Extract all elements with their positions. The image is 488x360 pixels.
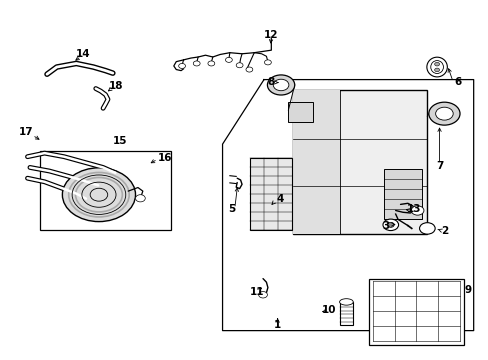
Text: 16: 16 <box>158 153 172 163</box>
Circle shape <box>382 219 398 230</box>
Circle shape <box>193 61 200 66</box>
Bar <box>293 90 340 234</box>
Circle shape <box>434 68 439 72</box>
Circle shape <box>435 107 452 120</box>
Circle shape <box>264 60 271 65</box>
Ellipse shape <box>426 57 447 77</box>
Bar <box>250 158 291 230</box>
Text: 10: 10 <box>321 305 335 315</box>
Text: 9: 9 <box>463 285 470 296</box>
Bar <box>368 279 463 345</box>
Text: 7: 7 <box>435 161 442 171</box>
Text: 15: 15 <box>113 136 127 145</box>
Text: 13: 13 <box>406 204 421 215</box>
Ellipse shape <box>339 299 352 305</box>
Ellipse shape <box>430 60 443 73</box>
Bar <box>40 151 171 230</box>
Circle shape <box>258 292 267 298</box>
Circle shape <box>207 61 214 66</box>
Circle shape <box>62 168 135 222</box>
Ellipse shape <box>419 223 434 234</box>
Text: 6: 6 <box>453 77 461 87</box>
Bar <box>384 169 421 220</box>
Text: 5: 5 <box>227 204 234 215</box>
Text: 14: 14 <box>76 49 91 59</box>
Circle shape <box>135 195 145 202</box>
Text: 2: 2 <box>440 226 447 236</box>
Circle shape <box>245 67 252 72</box>
Circle shape <box>273 79 288 91</box>
Circle shape <box>225 57 232 62</box>
Bar <box>293 90 427 234</box>
Circle shape <box>178 63 185 68</box>
Text: 1: 1 <box>273 320 281 329</box>
Circle shape <box>428 102 459 125</box>
Text: 18: 18 <box>109 81 123 91</box>
Text: 3: 3 <box>382 221 389 231</box>
Text: 17: 17 <box>19 127 33 136</box>
Bar <box>339 302 352 325</box>
Circle shape <box>267 75 294 95</box>
Circle shape <box>434 62 439 66</box>
Circle shape <box>236 63 243 68</box>
Text: 8: 8 <box>266 77 274 87</box>
Text: 12: 12 <box>264 30 278 40</box>
Text: 11: 11 <box>249 287 264 297</box>
Circle shape <box>410 206 423 215</box>
Text: 4: 4 <box>276 194 283 204</box>
Circle shape <box>386 222 393 227</box>
Bar <box>288 102 312 122</box>
